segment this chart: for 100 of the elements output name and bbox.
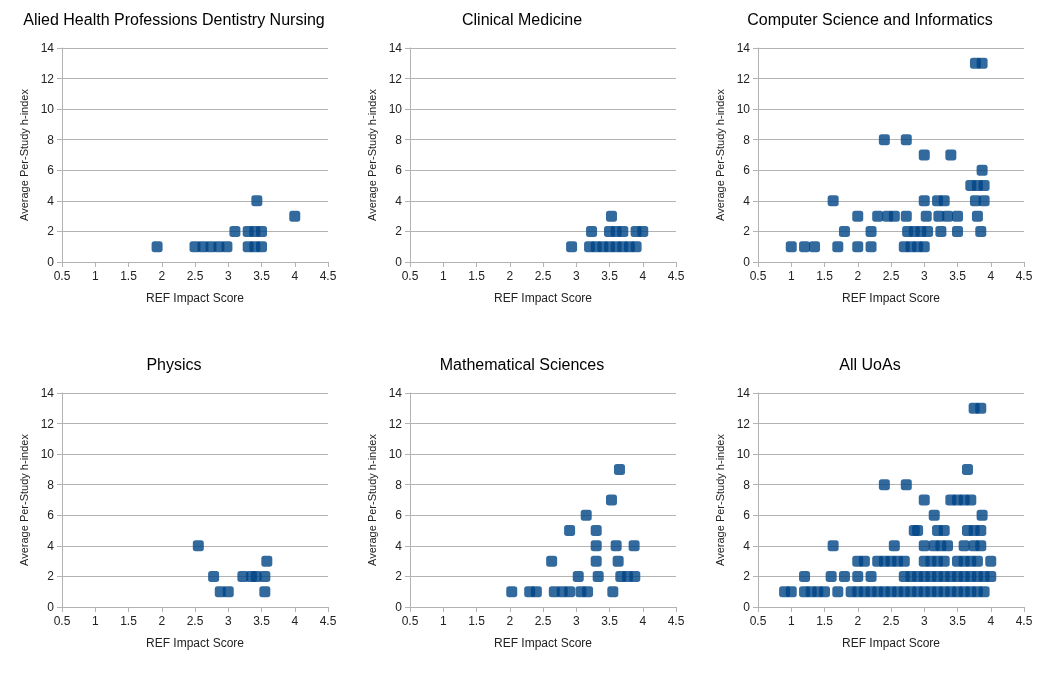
y-tick-label: 4 xyxy=(47,538,55,553)
x-tick-label: 3.5 xyxy=(601,269,619,283)
y-tick-label: 10 xyxy=(40,447,55,462)
x-tick-label: 1 xyxy=(91,269,99,283)
x-tick-label: 0.5 xyxy=(53,269,71,283)
y-axis-title: Average Per-Study h-index xyxy=(366,88,379,221)
y-axis-title: Average Per-Study h-index xyxy=(714,88,727,221)
y-axis-title: Average Per-Study h-index xyxy=(18,433,31,566)
y-tick-label: 2 xyxy=(47,569,55,584)
x-tick-label: 4 xyxy=(639,614,647,628)
y-tick-label: 0 xyxy=(743,600,751,614)
x-tick-label: 2.5 xyxy=(534,614,552,628)
y-tick-label: 14 xyxy=(388,41,403,55)
x-tick-label: 2.5 xyxy=(882,614,900,628)
x-axis-title: REF Impact Score xyxy=(493,291,593,305)
x-tick-label: 2 xyxy=(158,614,166,628)
y-tick-label: 2 xyxy=(743,569,751,584)
x-tick-label: 0.5 xyxy=(401,614,419,628)
chart-title: Mathematical Sciences xyxy=(439,355,605,373)
y-tick-label: 14 xyxy=(388,386,403,400)
x-tick-label: 1 xyxy=(787,269,795,283)
x-tick-label: 0.5 xyxy=(401,269,419,283)
y-tick-label: 14 xyxy=(736,41,751,55)
x-tick-label: 2 xyxy=(854,269,862,283)
y-tick-label: 12 xyxy=(40,416,55,431)
y-tick-label: 0 xyxy=(743,255,751,269)
x-tick-label: 4 xyxy=(291,614,299,628)
x-tick-label: 1 xyxy=(439,614,447,628)
x-tick-label: 3 xyxy=(920,269,928,283)
y-tick-label: 10 xyxy=(40,102,55,117)
x-tick-label: 4 xyxy=(291,269,299,283)
y-tick-label: 4 xyxy=(743,538,751,553)
x-tick-label: 3.5 xyxy=(949,614,967,628)
x-axis-title: REF Impact Score xyxy=(145,291,245,305)
y-tick-label: 8 xyxy=(47,132,55,147)
y-axis-title: Average Per-Study h-index xyxy=(714,433,727,566)
y-tick-label: 0 xyxy=(395,600,403,614)
x-tick-label: 3 xyxy=(224,614,232,628)
chart-title: All UoAs xyxy=(839,355,901,373)
y-tick-label: 8 xyxy=(743,477,751,492)
x-tick-label: 3 xyxy=(572,269,580,283)
x-axis-title: REF Impact Score xyxy=(841,636,941,650)
y-tick-label: 2 xyxy=(47,224,55,239)
y-tick-label: 10 xyxy=(388,447,403,462)
x-tick-label: 3.5 xyxy=(253,614,271,628)
y-tick-label: 14 xyxy=(736,386,751,400)
x-tick-label: 1 xyxy=(91,614,99,628)
x-tick-label: 1.5 xyxy=(120,269,138,283)
x-axis-title: REF Impact Score xyxy=(145,636,245,650)
y-tick-label: 8 xyxy=(47,477,55,492)
x-tick-label: 4.5 xyxy=(319,614,337,628)
y-tick-label: 6 xyxy=(743,163,751,178)
x-tick-label: 1.5 xyxy=(468,269,486,283)
x-tick-label: 2.5 xyxy=(882,269,900,283)
y-tick-label: 8 xyxy=(743,132,751,147)
y-tick-label: 12 xyxy=(736,416,751,431)
x-tick-label: 1.5 xyxy=(816,269,834,283)
chart-title: Physics xyxy=(146,355,202,373)
x-tick-label: 4.5 xyxy=(1015,269,1033,283)
y-tick-label: 10 xyxy=(736,447,751,462)
y-axis-title: Average Per-Study h-index xyxy=(18,88,31,221)
x-tick-label: 2 xyxy=(506,269,514,283)
y-tick-label: 12 xyxy=(388,416,403,431)
x-axis-title: REF Impact Score xyxy=(841,291,941,305)
x-tick-label: 3.5 xyxy=(253,269,271,283)
x-tick-label: 0.5 xyxy=(53,614,71,628)
y-tick-label: 6 xyxy=(395,508,403,523)
chart-title: Computer Science and Informatics xyxy=(747,10,993,28)
y-axis-title: Average Per-Study h-index xyxy=(366,433,379,566)
y-tick-label: 4 xyxy=(395,538,403,553)
y-tick-label: 14 xyxy=(40,386,55,400)
chart-title: Alied Health Professions Dentistry Nursing xyxy=(23,10,325,28)
x-tick-label: 4 xyxy=(987,269,995,283)
x-tick-label: 2.5 xyxy=(186,269,204,283)
y-tick-label: 12 xyxy=(388,71,403,86)
x-tick-label: 2 xyxy=(506,614,514,628)
x-tick-label: 4.5 xyxy=(667,614,685,628)
y-tick-label: 8 xyxy=(395,477,403,492)
x-tick-label: 1.5 xyxy=(468,614,486,628)
x-tick-label: 1.5 xyxy=(816,614,834,628)
x-tick-label: 2 xyxy=(158,269,166,283)
y-tick-label: 8 xyxy=(395,132,403,147)
chart-title: Clinical Medicine xyxy=(461,10,583,28)
y-tick-label: 4 xyxy=(395,193,403,208)
y-tick-label: 12 xyxy=(40,71,55,86)
y-tick-label: 0 xyxy=(47,600,55,614)
y-tick-label: 6 xyxy=(47,508,55,523)
x-tick-label: 4.5 xyxy=(319,269,337,283)
x-tick-label: 4.5 xyxy=(667,269,685,283)
y-tick-label: 6 xyxy=(395,163,403,178)
y-tick-label: 0 xyxy=(395,255,403,269)
y-tick-label: 4 xyxy=(743,193,751,208)
y-tick-label: 10 xyxy=(388,102,403,117)
x-tick-label: 4 xyxy=(987,614,995,628)
y-tick-label: 0 xyxy=(47,255,55,269)
y-tick-label: 6 xyxy=(47,163,55,178)
x-tick-label: 1 xyxy=(439,269,447,283)
x-tick-label: 3 xyxy=(572,614,580,628)
x-tick-label: 4 xyxy=(639,269,647,283)
x-tick-label: 4.5 xyxy=(1015,614,1033,628)
